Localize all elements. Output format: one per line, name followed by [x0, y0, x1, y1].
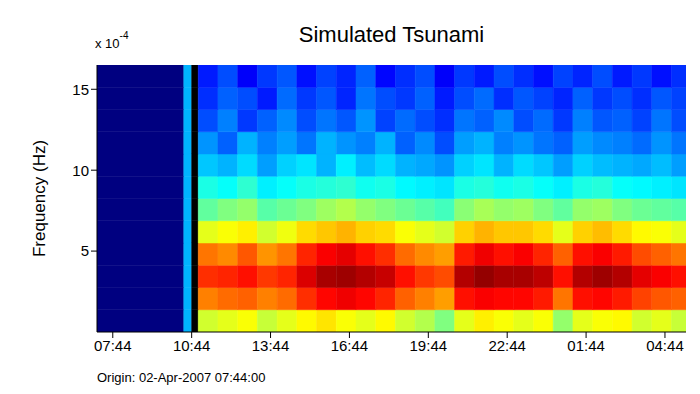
svg-text:01:44: 01:44 [567, 337, 605, 354]
html-text:Simulated Tsunami: Simulated Tsunami [298, 22, 485, 47]
svg-text:15: 15 [72, 81, 89, 98]
svg-text:Frequency (Hz): Frequency (Hz) [30, 140, 49, 257]
svg-text:07:44: 07:44 [94, 337, 132, 354]
svg-text:13:44: 13:44 [252, 337, 290, 354]
svg-text:10: 10 [72, 162, 89, 179]
svg-text:10:44: 10:44 [173, 337, 211, 354]
svg-text:19:44: 19:44 [410, 337, 448, 354]
svg-text:16:44: 16:44 [331, 337, 369, 354]
html-text:Origin: 02-Apr-2007 07:44:00: Origin: 02-Apr-2007 07:44:00 [97, 370, 266, 385]
svg-text:22:44: 22:44 [488, 337, 526, 354]
html-text:x 10: x 10 [95, 36, 120, 52]
svg-text:5: 5 [81, 242, 89, 259]
html-text:-4: -4 [119, 30, 129, 41]
svg-text:04:44: 04:44 [646, 337, 684, 354]
